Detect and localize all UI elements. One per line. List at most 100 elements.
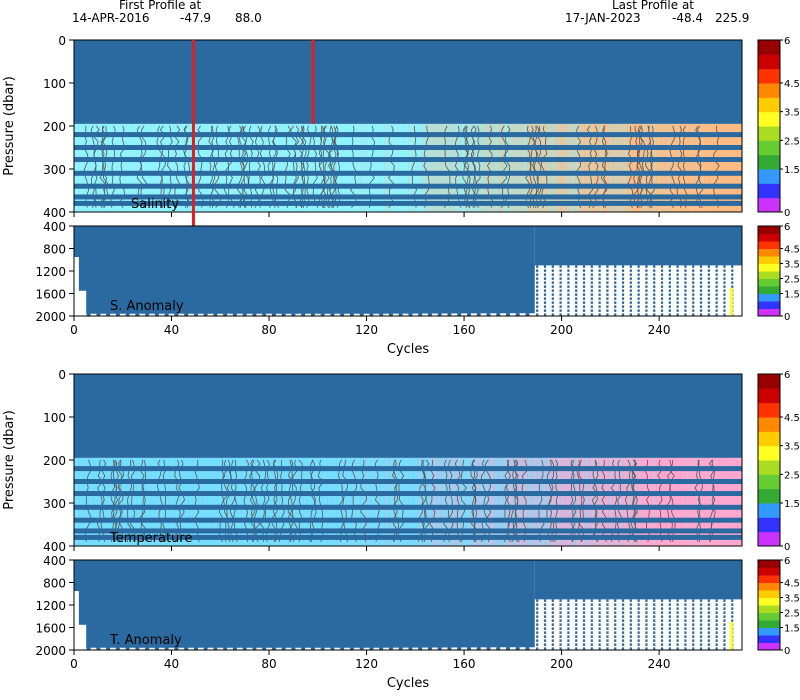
- colorbar-swatch: [758, 417, 780, 432]
- contour-line: [100, 125, 108, 208]
- colorbar-swatch: [758, 226, 780, 234]
- field-cell: [178, 123, 185, 212]
- field-cell: [541, 123, 547, 212]
- y-tick-label: 400: [43, 554, 66, 568]
- y-axis-label: Pressure (dbar): [2, 76, 17, 176]
- colorbar-frame: [757, 373, 781, 547]
- contour-line: [197, 125, 204, 208]
- contour-line: [500, 125, 508, 208]
- late-profile-top: [534, 560, 742, 600]
- y-axis-label: Pressure (dbar): [2, 410, 17, 510]
- colorbar-swatch: [758, 111, 780, 127]
- field-cell: [527, 123, 533, 212]
- colorbar: 6 4.5 3.5 2.5 1.5 0: [757, 556, 800, 657]
- contour-line: [669, 125, 676, 208]
- colorbar-swatch: [758, 83, 780, 98]
- field-cell: [684, 457, 691, 546]
- field-cell: [551, 123, 557, 212]
- y-tick-label: 1200: [35, 265, 66, 279]
- field-cell: [608, 457, 614, 546]
- colorbar-tick-label: 3.5: [784, 442, 800, 453]
- contour-line: [462, 125, 469, 208]
- contour-line: [616, 459, 623, 542]
- contour-line: [657, 459, 663, 543]
- field-cell: [403, 123, 409, 212]
- colorbar-swatch: [758, 612, 780, 621]
- contour-line: [174, 459, 181, 542]
- contour-line: [173, 125, 181, 208]
- contour-line: [410, 125, 418, 208]
- profile-block: [74, 374, 742, 458]
- contour-line: [528, 125, 535, 208]
- colorbar-swatch: [758, 635, 780, 643]
- contour-line: [504, 459, 510, 543]
- contour-line: [129, 459, 136, 543]
- colorbar-swatch: [758, 597, 780, 606]
- field-cell: [598, 457, 605, 546]
- field-cell: [283, 457, 290, 546]
- contour-line: [250, 459, 257, 543]
- field-cell: [546, 123, 552, 212]
- field-cell: [584, 123, 590, 212]
- contour-line: [242, 125, 249, 208]
- colorbar-swatch: [758, 154, 780, 170]
- contour-line: [119, 125, 126, 208]
- contour-line: [697, 459, 703, 542]
- contour-line: [624, 459, 632, 543]
- field-cell: [489, 457, 495, 546]
- colorbar-tick-label: 0: [784, 312, 790, 323]
- colorbar-tick-label: 0: [784, 208, 790, 219]
- contour-line: [713, 125, 720, 208]
- field-cell: [345, 457, 352, 546]
- contour-line: [351, 459, 358, 543]
- level-band: [74, 194, 742, 200]
- colorbar-swatch: [758, 374, 780, 389]
- colorbar-swatch: [758, 183, 780, 199]
- field-cell: [522, 457, 528, 546]
- colorbar-swatch: [758, 278, 780, 287]
- contour-line: [575, 125, 582, 208]
- field-cell: [269, 457, 275, 546]
- contour-line: [429, 459, 436, 542]
- x-tick-label: 240: [648, 657, 671, 671]
- field-cell: [722, 123, 729, 212]
- field-cell: [417, 123, 423, 212]
- field-cell: [307, 123, 314, 212]
- x-tick-label: 160: [453, 323, 476, 337]
- field-cell: [594, 457, 600, 546]
- field-cell: [660, 457, 667, 546]
- field-cell: [493, 457, 500, 546]
- field-cell: [412, 457, 419, 546]
- field-cell: [293, 457, 299, 546]
- contour-line: [547, 459, 555, 543]
- contour-line: [290, 125, 297, 208]
- colorbar-tick-label: 1.5: [784, 165, 800, 176]
- colorbar-swatch: [758, 293, 780, 302]
- colorbar-swatch: [758, 620, 780, 628]
- field-cell: [589, 457, 595, 546]
- field-cell: [699, 123, 705, 212]
- colorbar-swatch: [758, 488, 780, 504]
- field-cell: [627, 457, 633, 546]
- field-cell: [121, 123, 128, 212]
- contour-line: [460, 459, 468, 542]
- colorbar-swatch: [758, 605, 780, 613]
- level-band: [74, 466, 742, 472]
- field-cell: [641, 123, 648, 212]
- colorbar-swatch: [758, 169, 780, 184]
- contour-line: [267, 125, 275, 209]
- contour-line: [242, 459, 250, 542]
- field-cell: [493, 123, 500, 212]
- field-cell: [603, 457, 609, 546]
- field-cell: [126, 457, 132, 546]
- contour-line: [709, 459, 716, 543]
- level-band: [74, 200, 742, 206]
- field-cell: [560, 457, 567, 546]
- x-tick-label: 200: [550, 657, 573, 671]
- field-cell: [446, 457, 452, 546]
- field-cell: [703, 457, 710, 546]
- field-cell: [241, 457, 247, 546]
- field-cell: [236, 457, 242, 546]
- y-tick-label: 400: [43, 220, 66, 234]
- contour-line: [423, 125, 430, 208]
